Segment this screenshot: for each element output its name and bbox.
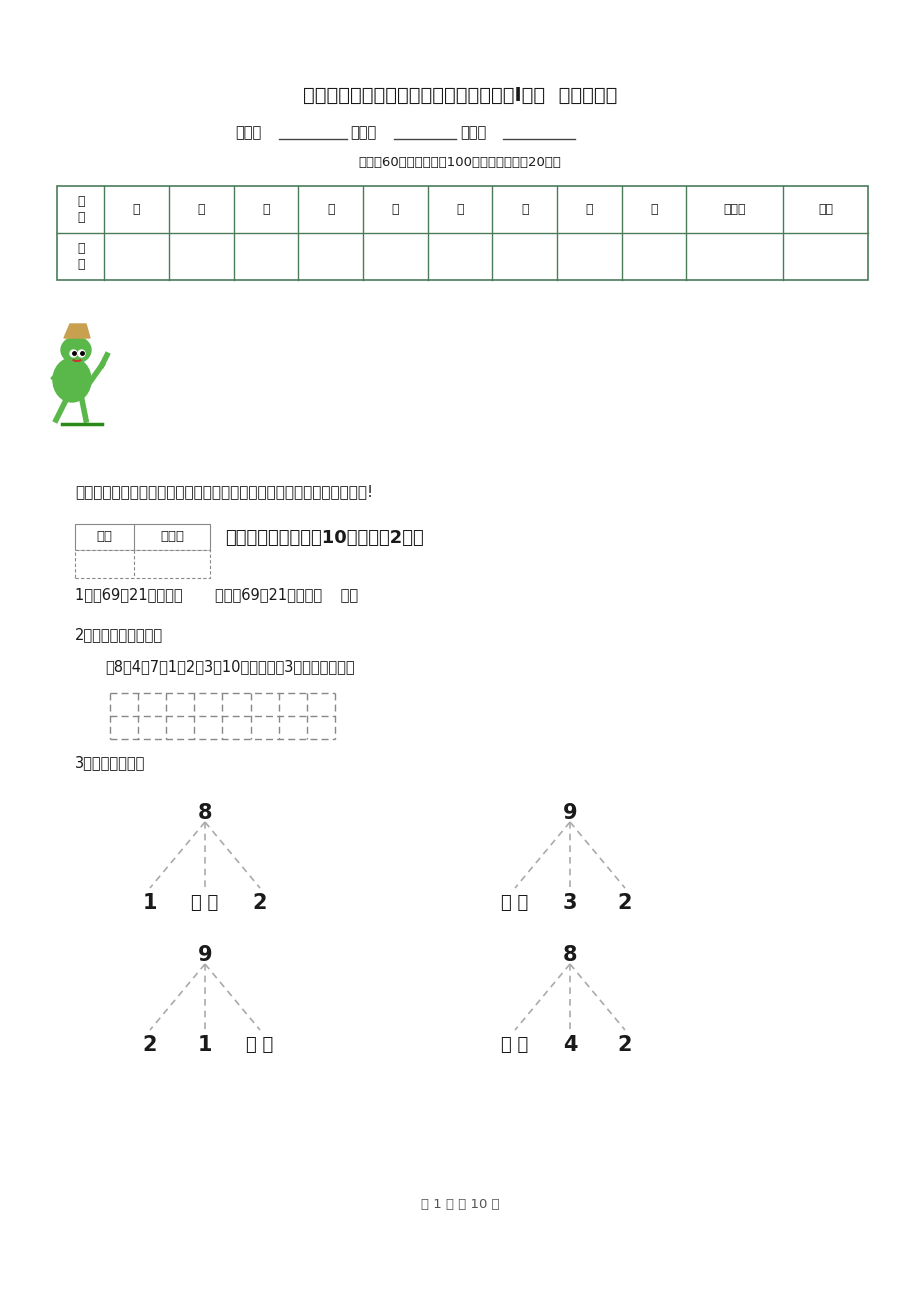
Polygon shape <box>64 324 90 337</box>
Text: 宝鸡市一年级数学下学期期中考试试卷（I卷）  （含答案）: 宝鸡市一年级数学下学期期中考试试卷（I卷） （含答案） <box>302 86 617 104</box>
Text: 2、想一想，填一填。: 2、想一想，填一填。 <box>75 628 163 642</box>
Text: 一: 一 <box>132 203 141 216</box>
Text: 总分: 总分 <box>817 203 833 216</box>
Text: 1: 1 <box>198 1035 212 1055</box>
Text: 同学们，一个学期过去了，你一定长进不少，让我们好好检验一下自己吧!: 同学们，一个学期过去了，你一定长进不少，让我们好好检验一下自己吧! <box>75 485 372 499</box>
Text: 2: 2 <box>617 1035 631 1055</box>
Ellipse shape <box>53 358 91 403</box>
Text: （ ）: （ ） <box>246 1036 273 1054</box>
Text: 3: 3 <box>562 893 576 913</box>
Text: 题
号: 题 号 <box>77 195 85 224</box>
Text: 班级：: 班级： <box>234 125 261 141</box>
Text: 得分: 得分 <box>96 530 113 543</box>
Text: 九: 九 <box>650 203 657 216</box>
Text: 1: 1 <box>142 893 157 913</box>
Text: 七: 七 <box>520 203 528 216</box>
Text: 8: 8 <box>562 945 576 966</box>
Text: 六: 六 <box>456 203 463 216</box>
Text: 9: 9 <box>198 945 212 966</box>
Text: （ ）: （ ） <box>501 1036 528 1054</box>
Text: （ ）: （ ） <box>501 894 528 912</box>
Text: 8: 8 <box>198 803 212 823</box>
Text: 2: 2 <box>617 893 631 913</box>
Text: 2: 2 <box>142 1035 157 1055</box>
Text: 得
分: 得 分 <box>77 242 85 271</box>
Text: 在8、4、7、1、2、3、10中，把大于3的数写在下面。: 在8、4、7、1、2、3、10中，把大于3的数写在下面。 <box>105 659 354 675</box>
Ellipse shape <box>61 337 91 364</box>
Text: 一、我会填（本题共10分，每题2分）: 一、我会填（本题共10分，每题2分） <box>225 529 424 547</box>
Text: （试卷60分钟，满分为100分，附加题单独20分）: （试卷60分钟，满分为100分，附加题单独20分） <box>358 155 561 168</box>
Text: 三: 三 <box>262 203 269 216</box>
Text: 四: 四 <box>326 203 334 216</box>
Text: 附加题: 附加题 <box>723 203 745 216</box>
Bar <box>75 524 210 550</box>
Text: 八: 八 <box>585 203 593 216</box>
Bar <box>75 550 210 579</box>
Bar <box>57 186 867 280</box>
Text: 9: 9 <box>562 803 577 823</box>
Text: （ ）: （ ） <box>191 894 219 912</box>
Text: 评卷人: 评卷人 <box>160 530 184 543</box>
Text: 2: 2 <box>253 893 267 913</box>
Text: 第 1 页 共 10 页: 第 1 页 共 10 页 <box>420 1199 499 1212</box>
Text: 姓名：: 姓名： <box>349 125 376 141</box>
Text: 3、树形填空题。: 3、树形填空题。 <box>75 756 145 770</box>
Text: 五: 五 <box>391 203 399 216</box>
Text: 1、比69多21的数是（       ），比69少21的数是（    ）。: 1、比69多21的数是（ ），比69少21的数是（ ）。 <box>75 588 357 602</box>
Text: 学号：: 学号： <box>460 125 486 141</box>
Text: 二: 二 <box>198 203 205 216</box>
Text: 4: 4 <box>562 1035 576 1055</box>
